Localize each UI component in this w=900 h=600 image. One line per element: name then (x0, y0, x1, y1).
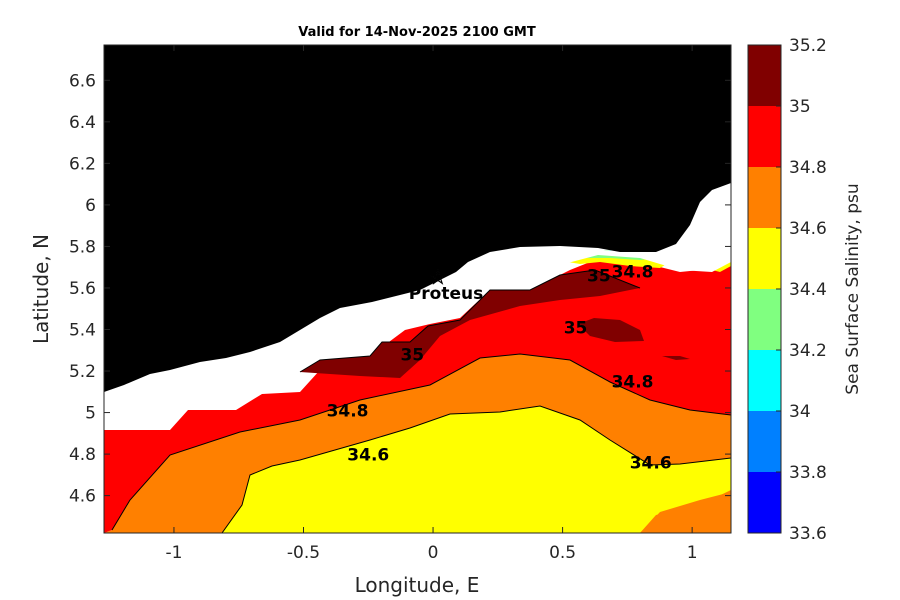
y-tick-label: 6.2 (69, 154, 96, 174)
x-tick-label: -0.5 (287, 543, 320, 563)
colorbar-tick-label: 35.2 (789, 36, 827, 56)
colorbar-tick-label: 33.8 (789, 463, 827, 483)
contour-label: 34.8 (327, 402, 369, 422)
land-mass (104, 45, 731, 392)
salinity-patch-35.0-35.2-small (662, 356, 690, 360)
y-tick-label: 5.2 (69, 362, 96, 382)
x-axis-label: Longitude, E (355, 573, 480, 597)
colorbar-tick-label: 34.4 (789, 280, 827, 300)
colorbar: 33.6 33.8 34 34.2 34.4 34.6 34.8 35 35.2 (747, 36, 827, 544)
colorbar-swatch (748, 411, 781, 472)
colorbar-swatch (748, 45, 781, 106)
colorbar-swatch (748, 106, 781, 167)
colorbar-swatch (748, 228, 781, 289)
x-axis-ticks: -1 -0.5 0 0.5 1 (165, 45, 698, 563)
x-tick-label: 0.5 (549, 543, 576, 563)
colorbar-swatch (748, 289, 781, 350)
contour-label: 34.6 (630, 454, 672, 474)
x-tick-label: 0 (428, 543, 439, 563)
colorbar-tick-label: 34.2 (789, 341, 827, 361)
contour-label: 35 (587, 267, 611, 287)
contour-lines (111, 269, 731, 533)
plot-frame (103, 44, 732, 534)
contour-label: 35 (400, 346, 424, 366)
chart-title: Valid for 14-Nov-2025 2100 GMT (298, 25, 536, 40)
colorbar-swatch (748, 472, 781, 533)
contour-label: 34.8 (612, 263, 654, 283)
colorbar-tick-label: 34 (789, 402, 811, 422)
station-star-icon: ☆ (429, 265, 447, 289)
salinity-band-34.6-34.8-south (640, 490, 731, 533)
salinity-patch-35.0-35.2 (578, 318, 644, 342)
contour-line-34.8 (111, 353, 731, 531)
colorbar-tick-label: 34.8 (789, 158, 827, 178)
salinity-band-34.4-34.6 (222, 406, 731, 533)
station-marker: ☆ Proteus (409, 265, 483, 304)
colorbar-tick-label: 34.6 (789, 219, 827, 239)
y-tick-label: 5.8 (69, 237, 96, 257)
contour-line-34.6 (221, 405, 731, 533)
y-tick-label: 4.8 (69, 445, 96, 465)
y-tick-label: 5.6 (69, 279, 96, 299)
colorbar-tick-label: 35 (789, 97, 811, 117)
y-tick-label: 6.6 (69, 71, 96, 91)
y-tick-label: 5 (85, 404, 96, 424)
station-label: Proteus (409, 284, 483, 304)
contour-label: 34.8 (612, 373, 654, 393)
contour-line-35.0 (299, 269, 641, 373)
colorbar-label: Sea Surface Salinity, psu (843, 183, 863, 394)
y-tick-label: 6.4 (69, 113, 96, 133)
colorbar-swatch (748, 350, 781, 411)
colorbar-tick-label: 33.6 (789, 524, 827, 544)
x-tick-label: 1 (687, 543, 698, 563)
y-tick-label: 5.4 (69, 320, 96, 340)
contour-label: 35 (564, 319, 588, 339)
y-tick-label: 6 (85, 196, 96, 216)
colorbar-swatch (748, 167, 781, 228)
y-axis-label: Latitude, N (29, 234, 53, 344)
x-tick-label: -1 (165, 543, 182, 563)
y-axis-ticks: 6.6 6.4 6.2 6 5.8 5.6 5.4 5.2 5 4.8 4.6 (69, 71, 731, 507)
salinity-band-35.0-35.2 (300, 270, 640, 378)
y-tick-label: 4.6 (69, 487, 96, 507)
contour-label: 34.6 (347, 445, 389, 465)
salinity-band-34.8-35.0 (104, 258, 731, 533)
